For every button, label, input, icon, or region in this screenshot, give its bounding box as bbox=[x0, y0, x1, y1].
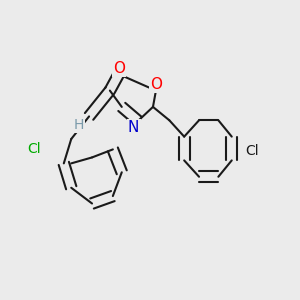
Text: Cl: Cl bbox=[246, 145, 260, 158]
Text: H: H bbox=[74, 118, 84, 132]
Text: Cl: Cl bbox=[27, 142, 41, 155]
Text: N: N bbox=[128, 120, 139, 135]
Text: O: O bbox=[150, 77, 162, 92]
Text: O: O bbox=[113, 61, 125, 76]
